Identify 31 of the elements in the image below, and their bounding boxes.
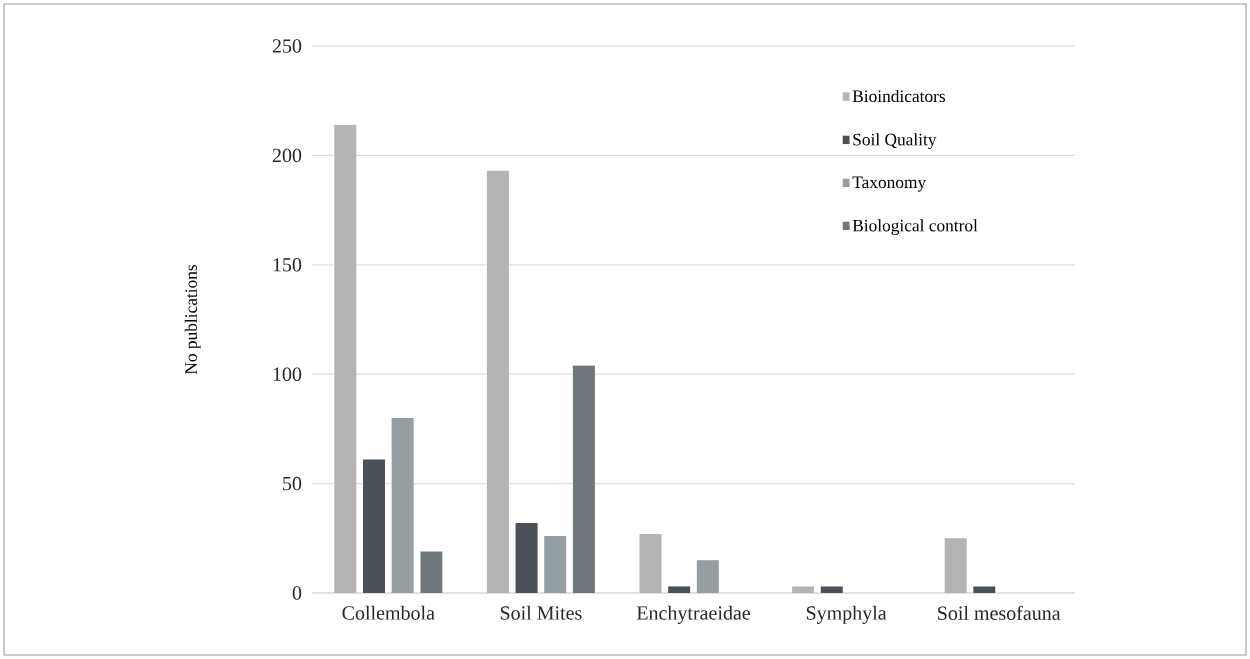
bar [515, 522, 538, 593]
bar [544, 536, 567, 593]
bar [391, 417, 414, 593]
legend-label: Taxonomy [852, 176, 927, 192]
y-tick-label: 250 [272, 39, 302, 53]
bar [486, 170, 509, 593]
bar [668, 586, 691, 593]
legend-label: Bioindicators [852, 89, 946, 103]
legend-label: Biological control [852, 219, 978, 236]
x-tick-label: Symphyla [806, 605, 887, 624]
bar [639, 533, 662, 593]
bar [362, 459, 385, 593]
bar [973, 586, 996, 593]
y-tick-label: 100 [273, 367, 302, 381]
x-tick-label: Enchytraeidae [636, 605, 751, 624]
bar [820, 586, 843, 593]
bar [792, 586, 815, 593]
bar [944, 538, 967, 593]
legend-label: Soil Quality [853, 133, 937, 150]
bar [696, 560, 719, 593]
y-tick-label: 150 [273, 258, 302, 272]
x-tick-label: Soil Mites [500, 605, 582, 620]
y-axis-title: No publications [184, 264, 201, 375]
bar [334, 124, 357, 593]
bar [420, 551, 443, 593]
y-tick-label: 0 [292, 586, 302, 600]
x-tick-label: Soil mesofauna [938, 605, 1061, 620]
x-tick-label: Collembola [342, 605, 435, 620]
y-tick-label: 50 [283, 476, 302, 491]
bar [572, 365, 595, 593]
y-tick-label: 200 [272, 148, 302, 163]
